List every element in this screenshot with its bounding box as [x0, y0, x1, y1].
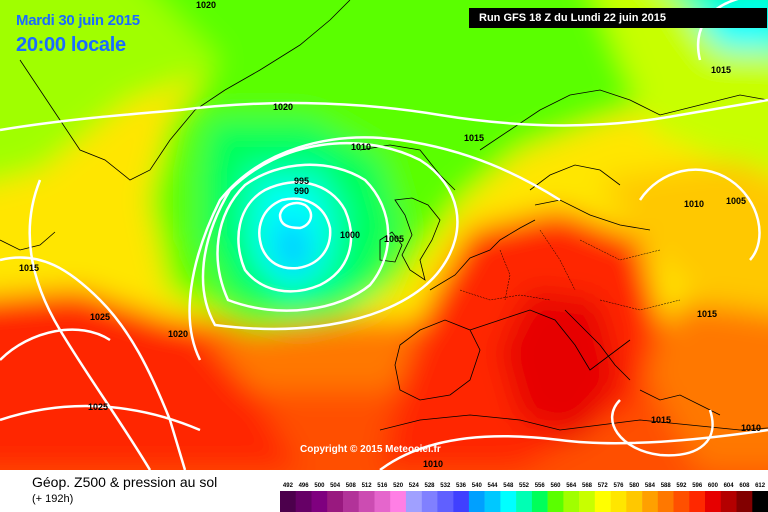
legend-tick-label: 548 [503, 483, 514, 489]
legend-swatch [327, 491, 344, 512]
legend-swatch [547, 491, 564, 512]
isobar-label: 1005 [384, 234, 404, 244]
legend-tick-label: 596 [692, 483, 703, 489]
legend-swatch [437, 491, 454, 512]
isobars [0, 0, 768, 470]
legend-swatch [642, 491, 659, 512]
isobar-label: 1000 [340, 230, 360, 240]
geopotential-map: 1020 1020 1015 1010 1015 995 990 1000 10… [0, 0, 768, 470]
legend-swatch [720, 491, 737, 512]
legend-swatch [626, 491, 643, 512]
legend-tick-label: 584 [645, 483, 656, 489]
legend-swatch [421, 491, 438, 512]
legend-tick-label: 592 [676, 483, 687, 489]
legend-tick-label: 544 [487, 483, 498, 489]
legend-tick-label: 524 [409, 483, 420, 489]
legend-tick-label: 580 [629, 483, 640, 489]
legend-swatch [752, 491, 768, 512]
legend-tick-label: 492 [283, 483, 294, 489]
legend-tick-label: 536 [456, 483, 467, 489]
legend-tick-label: 576 [613, 483, 624, 489]
legend-tick-label: 540 [472, 483, 483, 489]
legend-swatch [689, 491, 706, 512]
isobar-label: 995 [294, 176, 309, 186]
legend-swatch [484, 491, 501, 512]
isobar-label: 1015 [711, 65, 731, 75]
legend-swatch [468, 491, 485, 512]
legend-tick-label: 600 [708, 483, 719, 489]
legend-swatch [280, 491, 296, 512]
isobar-label: 1020 [196, 0, 216, 10]
legend-swatch [311, 491, 328, 512]
legend-swatch [594, 491, 611, 512]
legend-swatch [705, 491, 721, 512]
legend-tick-label: 560 [550, 483, 561, 489]
forecast-time: 20:00 locale [16, 34, 126, 56]
legend-swatch [673, 491, 690, 512]
legend-swatch [374, 491, 391, 512]
legend-tick-label: 516 [377, 483, 388, 489]
legend-tick-label: 572 [598, 483, 609, 489]
map-title: Géop. Z500 & pression au sol [32, 474, 218, 490]
legend-tick-label: 556 [535, 483, 546, 489]
legend-tick-label: 564 [566, 483, 577, 489]
isobar-label: 1015 [651, 415, 671, 425]
legend-swatch [610, 491, 627, 512]
isobar-label: 1015 [464, 133, 484, 143]
forecast-date: Mardi 30 juin 2015 [16, 12, 140, 29]
legend-swatch [531, 491, 548, 512]
legend-swatch [343, 491, 359, 512]
legend-tick-label: 508 [346, 483, 357, 489]
model-run-banner: Run GFS 18 Z du Lundi 22 juin 2015 [469, 8, 767, 28]
isobar-label: 1015 [19, 263, 39, 273]
isobar-label: 1025 [88, 402, 108, 412]
legend-tick-label: 532 [440, 483, 451, 489]
isobar-label: 1010 [423, 459, 443, 469]
legend-swatch [453, 491, 470, 512]
isobar-label: 1010 [684, 199, 704, 209]
forecast-lead-time: (+ 192h) [32, 493, 74, 505]
legend-swatch [295, 491, 312, 512]
isobar-labels: 1020 1020 1015 1010 1015 995 990 1000 10… [19, 0, 761, 469]
legend-swatch [500, 491, 517, 512]
coastlines [0, 0, 768, 431]
legend-swatch [358, 491, 375, 512]
isobar-label: 1025 [90, 312, 110, 322]
legend-tick-label: 604 [724, 483, 735, 489]
legend-tick-label: 552 [519, 483, 530, 489]
legend-swatch [516, 491, 533, 512]
legend-tick-label: 500 [314, 483, 325, 489]
legend-tick-label: 608 [739, 483, 750, 489]
legend-swatch [579, 491, 596, 512]
legend-tick-label: 528 [424, 483, 435, 489]
legend-tick-label: 520 [393, 483, 404, 489]
legend-tick-label: 588 [661, 483, 672, 489]
isobar-label: 1010 [741, 423, 761, 433]
isobar-label: 1005 [726, 196, 746, 206]
legend-tick-label: 512 [362, 483, 373, 489]
legend-swatch [736, 491, 753, 512]
legend-swatch [390, 491, 407, 512]
copyright-text: Copyright © 2015 Meteociel.fr [300, 444, 441, 455]
isobar-label: 1020 [273, 102, 293, 112]
legend-swatch [563, 491, 580, 512]
legend-tick-label: 504 [330, 483, 341, 489]
legend-swatch [405, 491, 422, 512]
isobar-label: 1010 [351, 142, 371, 152]
borders [459, 229, 681, 311]
isobar-label: 1020 [168, 329, 188, 339]
isobar-label: 1015 [697, 309, 717, 319]
legend-tick-label: 496 [299, 483, 310, 489]
isobar-label: 990 [294, 186, 309, 196]
legend-tick-label: 568 [582, 483, 593, 489]
legend-swatch [657, 491, 674, 512]
color-scale-legend: 492 496 500 504 508 512 516 520 524 528 532 536 540 5… [280, 483, 768, 512]
legend-tick-label: 612 [755, 483, 766, 489]
